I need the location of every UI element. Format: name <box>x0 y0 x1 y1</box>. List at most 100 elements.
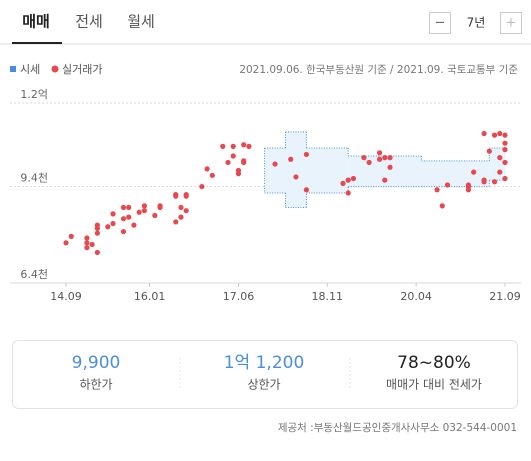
trade-point <box>157 203 163 209</box>
trade-point <box>141 208 147 214</box>
x-tick-label: 14.09 <box>50 290 82 303</box>
x-tick-label: 18.11 <box>312 290 344 303</box>
tab[interactable]: 월세 <box>127 13 155 31</box>
trade-point <box>230 153 236 159</box>
trade-point <box>152 212 158 219</box>
trade-point <box>272 161 278 167</box>
legend-label: 실거래가 <box>62 63 102 76</box>
trade-point <box>303 151 310 158</box>
trade-point <box>89 241 95 248</box>
x-tick-label: 16.01 <box>134 290 166 303</box>
trade-point <box>293 174 299 180</box>
trade-point <box>361 155 367 161</box>
chart-note: 2021.09.06. 한국부동산원 기준 / 2021.09. 국토교통부 기… <box>239 64 518 76</box>
trade-point <box>63 240 69 246</box>
tab[interactable]: 매매 <box>22 13 50 31</box>
trade-point <box>471 169 477 175</box>
summary-value: 78~80% <box>397 353 471 373</box>
minus-label: − <box>435 16 446 31</box>
trade-point <box>387 164 393 170</box>
trade-point <box>209 172 215 178</box>
band-fill <box>285 131 307 208</box>
tab[interactable]: 전세 <box>75 13 103 31</box>
trade-point <box>387 155 393 161</box>
x-tick-label: 17.06 <box>223 290 255 303</box>
trade-point <box>120 204 127 211</box>
trade-point <box>303 187 310 193</box>
trade-point <box>173 219 179 225</box>
x-tick-label: 20.04 <box>400 290 432 303</box>
trade-point <box>376 156 383 162</box>
trade-point <box>502 147 508 153</box>
y-tick-label: 6.4천 <box>20 267 48 281</box>
trade-point <box>491 179 498 185</box>
trade-point <box>110 220 116 227</box>
trade-point <box>502 140 508 146</box>
band-fill <box>489 148 505 181</box>
trade-point <box>126 214 132 220</box>
trade-point <box>340 180 346 186</box>
trade-point <box>241 142 247 148</box>
trade-point <box>105 224 111 230</box>
footer: 제공처 :부동산월드공인중개사사무소 032-544-0001 <box>278 422 517 434</box>
trade-point <box>366 159 372 166</box>
trade-point <box>220 143 226 149</box>
trade-point <box>376 150 383 156</box>
minus-button[interactable] <box>429 12 451 34</box>
trade-point <box>502 175 508 182</box>
trade-point <box>84 235 90 241</box>
x-tick-label: 21.09 <box>489 290 521 303</box>
trade-point <box>141 203 147 209</box>
summary-label: 하한가 <box>79 378 112 392</box>
trade-point <box>178 204 184 211</box>
trade-point <box>382 177 388 183</box>
summary-label: 상한가 <box>247 378 280 392</box>
legend-swatch <box>51 65 59 73</box>
trade-point <box>225 159 231 166</box>
y-tick-label: 9.4천 <box>20 171 48 185</box>
trade-point <box>84 245 90 251</box>
trade-point <box>444 182 451 188</box>
trade-point <box>246 143 252 149</box>
trade-point <box>120 228 127 235</box>
trade-point <box>84 240 90 246</box>
trade-point <box>230 143 236 149</box>
trade-point <box>497 169 503 175</box>
band-fill <box>421 160 490 187</box>
trade-point <box>491 132 498 138</box>
summary-value: 1억 1,200 <box>224 353 305 373</box>
trade-point <box>94 230 100 236</box>
trade-point <box>68 233 74 239</box>
trade-point <box>120 216 127 222</box>
trade-point <box>345 177 351 183</box>
trade-point <box>382 155 388 161</box>
band-fill <box>264 148 286 193</box>
trade-point <box>94 222 100 228</box>
summary-value: 9,900 <box>72 353 121 373</box>
trade-point <box>241 158 247 164</box>
y-tick-label: 1.2억 <box>20 88 48 101</box>
trade-point <box>481 130 487 137</box>
trade-point <box>497 155 503 161</box>
plus-label: + <box>506 16 517 31</box>
trade-point <box>183 208 189 214</box>
trade-point <box>288 156 294 162</box>
trade-point <box>110 211 116 217</box>
trade-point <box>136 209 142 215</box>
band-fill <box>306 148 349 193</box>
trade-point <box>465 183 472 190</box>
summary-box <box>12 340 518 409</box>
trade-point <box>178 214 184 220</box>
trade-point <box>502 132 508 138</box>
legend-swatch <box>10 66 16 72</box>
trade-point <box>94 249 100 256</box>
legend-label: 시세 <box>20 63 40 76</box>
period-label: 7년 <box>467 16 486 30</box>
summary-label: 매매가 대비 전세가 <box>386 378 482 392</box>
trade-point <box>235 171 242 177</box>
trade-point <box>350 175 357 182</box>
plus-button[interactable] <box>500 12 522 34</box>
trade-point <box>345 190 351 196</box>
